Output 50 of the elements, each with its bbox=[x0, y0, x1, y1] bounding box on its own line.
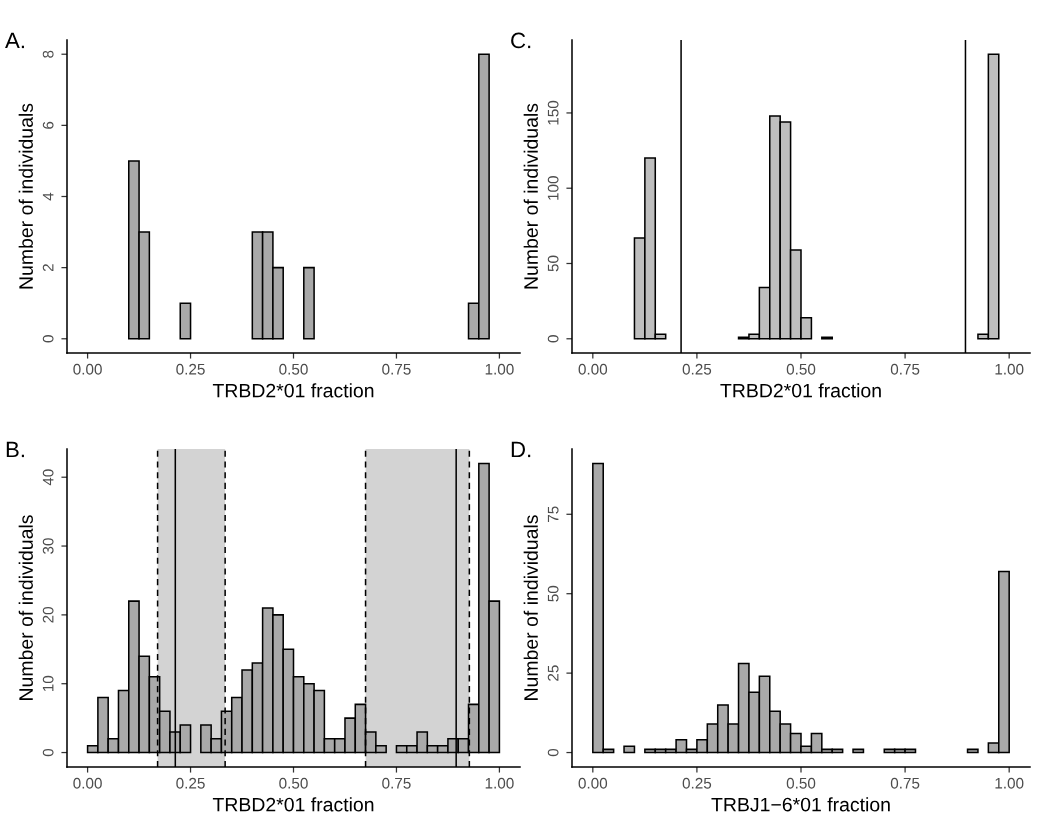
x-tick-label: 0.00 bbox=[578, 777, 608, 789]
x-tick-label: 0.00 bbox=[73, 777, 102, 789]
y-tick-label: 0 bbox=[42, 748, 54, 757]
y-tick-label: 4 bbox=[42, 192, 54, 201]
chart-title: B. bbox=[6, 441, 24, 458]
x-axis-title: TRBD2*01 fraction bbox=[212, 383, 374, 398]
y-tick-label: 2 bbox=[42, 264, 54, 272]
y-tick-label: 25 bbox=[547, 665, 559, 681]
x-tick-label: 0.50 bbox=[786, 363, 816, 375]
x-tick-label: 0.75 bbox=[382, 777, 411, 789]
y-tick-label: 150 bbox=[547, 100, 559, 125]
y-axis-title: Number of individuals bbox=[18, 515, 33, 700]
x-tick-label: 0.25 bbox=[682, 777, 712, 789]
x-axis-title: TRBD2*01 fraction bbox=[720, 383, 881, 398]
y-axis-title: Number of individuals bbox=[18, 103, 33, 289]
x-tick-label: 1.00 bbox=[995, 777, 1024, 789]
x-tick-label: 0.50 bbox=[786, 777, 816, 789]
x-tick-label: 1.00 bbox=[485, 777, 514, 789]
x-tick-label: 0.25 bbox=[176, 363, 205, 375]
y-tick-label: 50 bbox=[547, 255, 559, 272]
y-tick-label: 40 bbox=[42, 469, 54, 486]
x-tick-label: 1.00 bbox=[995, 363, 1024, 375]
y-tick-label: 100 bbox=[547, 176, 559, 200]
y-tick-label: 30 bbox=[42, 538, 54, 554]
x-tick-label: 0.75 bbox=[890, 363, 920, 375]
y-tick-label: 0 bbox=[547, 748, 559, 757]
chart-title: A. bbox=[5, 32, 24, 49]
x-tick-label: 1.00 bbox=[485, 363, 514, 375]
y-axis-title: Number of individuals bbox=[523, 515, 538, 700]
x-axis-title: TRBJ1−6*01 fraction bbox=[711, 797, 890, 812]
y-tick-label: 8 bbox=[42, 50, 54, 58]
y-tick-label: 0 bbox=[42, 335, 54, 343]
y-tick-label: 20 bbox=[42, 606, 54, 623]
x-tick-label: 0.50 bbox=[279, 363, 308, 375]
x-axis-title: TRBD2*01 fraction bbox=[212, 797, 374, 812]
x-tick-label: 0.75 bbox=[382, 363, 411, 375]
x-tick-label: 0.75 bbox=[890, 777, 920, 789]
y-tick-label: 10 bbox=[42, 675, 54, 692]
y-axis-title: Number of individuals bbox=[523, 103, 538, 289]
x-tick-label: 0.25 bbox=[176, 777, 205, 789]
x-tick-label: 0.00 bbox=[578, 363, 608, 375]
x-tick-label: 0.25 bbox=[682, 363, 712, 375]
y-tick-label: 0 bbox=[547, 335, 559, 343]
x-tick-label: 0.00 bbox=[73, 363, 102, 375]
chart-title: D. bbox=[511, 441, 531, 458]
chart-title: C. bbox=[511, 32, 531, 49]
y-tick-label: 6 bbox=[42, 121, 54, 129]
x-tick-label: 0.50 bbox=[279, 777, 308, 789]
y-tick-label: 50 bbox=[547, 585, 559, 602]
y-tick-label: 75 bbox=[547, 506, 559, 522]
